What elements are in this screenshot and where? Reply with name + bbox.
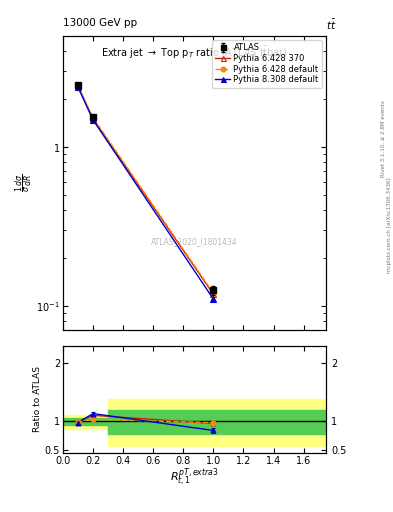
Pythia 8.308 default: [75, 84, 80, 90]
Line: Pythia 8.308 default: Pythia 8.308 default: [75, 84, 216, 302]
Pythia 8.308 default: [91, 117, 95, 123]
X-axis label: $R_{t,1}^{pT,extra3}$: $R_{t,1}^{pT,extra3}$: [170, 467, 219, 489]
Text: Rivet 3.1.10, ≥ 2.8M events: Rivet 3.1.10, ≥ 2.8M events: [381, 100, 386, 177]
Legend: ATLAS, Pythia 6.428 370, Pythia 6.428 default, Pythia 8.308 default: ATLAS, Pythia 6.428 370, Pythia 6.428 de…: [212, 40, 322, 88]
Line: Pythia 6.428 default: Pythia 6.428 default: [75, 83, 216, 296]
Text: 13000 GeV pp: 13000 GeV pp: [63, 18, 137, 28]
Pythia 6.428 default: [75, 82, 80, 89]
Pythia 6.428 370: [91, 116, 95, 122]
Text: ATLAS_2020_I1801434: ATLAS_2020_I1801434: [151, 238, 238, 246]
Pythia 8.308 default: [211, 296, 216, 302]
Y-axis label: $\frac{1}{\sigma}\frac{d\sigma}{dR}$: $\frac{1}{\sigma}\frac{d\sigma}{dR}$: [13, 174, 35, 193]
Text: $t\bar{t}$: $t\bar{t}$: [325, 18, 336, 32]
Y-axis label: Ratio to ATLAS: Ratio to ATLAS: [33, 367, 42, 432]
Pythia 6.428 370: [211, 291, 216, 297]
Pythia 6.428 370: [75, 83, 80, 89]
Pythia 6.428 default: [91, 115, 95, 121]
Text: Extra jet $\rightarrow$ Top p$_{T}$ ratio (ATLAS t$\bar{\rm t}$bar): Extra jet $\rightarrow$ Top p$_{T}$ rati…: [101, 45, 288, 61]
Line: Pythia 6.428 370: Pythia 6.428 370: [75, 83, 216, 297]
Pythia 6.428 default: [211, 290, 216, 296]
Text: mcplots.cern.ch [arXiv:1306.3436]: mcplots.cern.ch [arXiv:1306.3436]: [387, 178, 391, 273]
